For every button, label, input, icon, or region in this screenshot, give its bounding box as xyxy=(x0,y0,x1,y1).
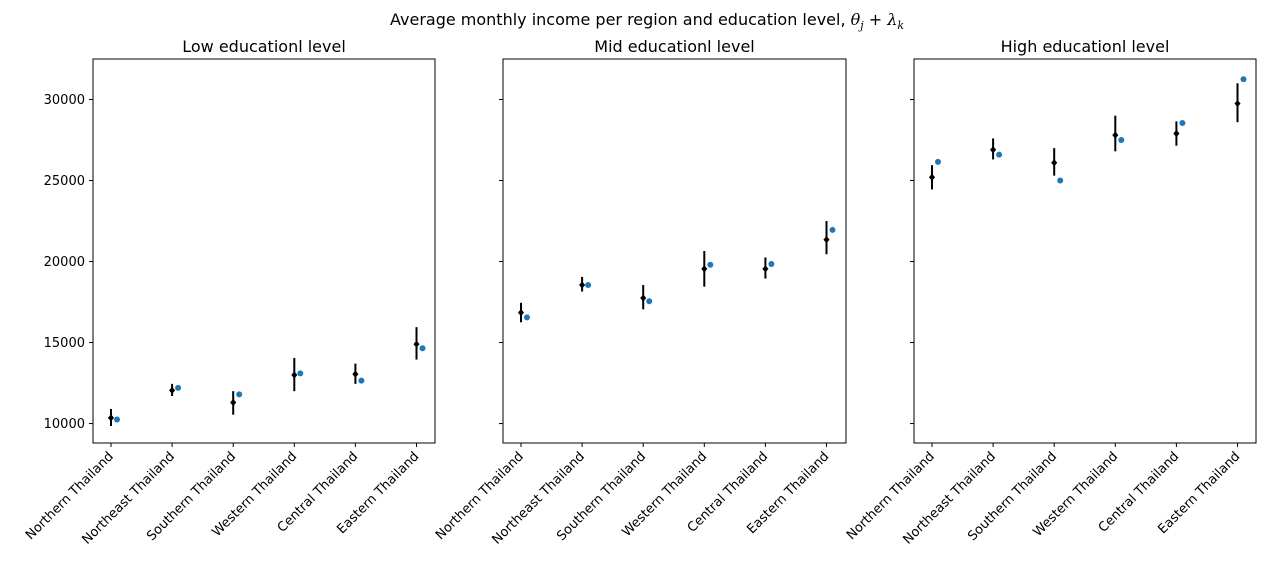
observed-point xyxy=(1179,120,1186,126)
observed-point xyxy=(358,377,365,384)
observed-point xyxy=(1057,177,1064,184)
axes-frame xyxy=(92,58,436,444)
observed-point xyxy=(646,298,653,305)
estimate-point xyxy=(1234,99,1241,108)
suptitle-lambda-sub: k xyxy=(897,19,904,32)
y-tick-label: 10000 xyxy=(44,417,85,432)
estimate-point xyxy=(762,265,769,273)
estimate-point xyxy=(990,146,997,154)
estimate-point xyxy=(517,308,525,317)
axes-frame xyxy=(913,58,1257,444)
panel-title: High educationl level xyxy=(1001,37,1170,56)
estimate-point xyxy=(1112,131,1119,139)
estimate-point xyxy=(928,173,936,181)
estimate-point xyxy=(230,398,237,407)
observed-point xyxy=(1240,76,1247,83)
estimate-point xyxy=(701,265,708,273)
estimate-point xyxy=(640,294,647,302)
observed-point xyxy=(829,226,836,233)
estimate-point xyxy=(823,236,830,244)
estimate-point xyxy=(352,370,359,378)
estimate-point xyxy=(579,281,586,289)
y-tick-label: 30000 xyxy=(44,93,85,108)
estimate-point xyxy=(413,340,420,348)
observed-point xyxy=(419,345,426,352)
panel-title: Low educationl level xyxy=(182,37,346,56)
y-tick-label: 15000 xyxy=(44,336,85,351)
panel-title: Mid educationl level xyxy=(594,37,754,56)
suptitle-text: Average monthly income per region and ed… xyxy=(390,10,851,29)
observed-point xyxy=(236,391,243,398)
observed-point xyxy=(768,260,775,267)
observed-point xyxy=(297,370,304,377)
figure-suptitle: Average monthly income per region and ed… xyxy=(390,10,904,32)
observed-point xyxy=(1118,137,1125,144)
observed-point xyxy=(996,151,1003,158)
observed-point xyxy=(707,261,714,268)
observed-point xyxy=(114,416,120,423)
observed-point xyxy=(524,314,530,321)
y-tick-label: 20000 xyxy=(44,255,85,270)
suptitle-lambda: λ xyxy=(886,10,897,29)
estimate-point xyxy=(107,414,115,422)
observed-point xyxy=(175,384,182,391)
y-tick-label: 25000 xyxy=(44,174,85,189)
estimate-point xyxy=(169,386,176,394)
suptitle-theta: θ xyxy=(851,10,861,29)
estimate-point xyxy=(291,371,298,379)
observed-point xyxy=(585,282,592,289)
axes-frame xyxy=(502,58,847,444)
observed-point xyxy=(935,158,941,165)
suptitle-theta-sub: j xyxy=(857,19,864,32)
suptitle-plus: + xyxy=(864,10,888,29)
estimate-point xyxy=(1173,129,1180,138)
panel-low-education: Low educationl level 10000 15000 20000 25000… xyxy=(23,37,436,548)
estimate-point xyxy=(1051,159,1058,167)
